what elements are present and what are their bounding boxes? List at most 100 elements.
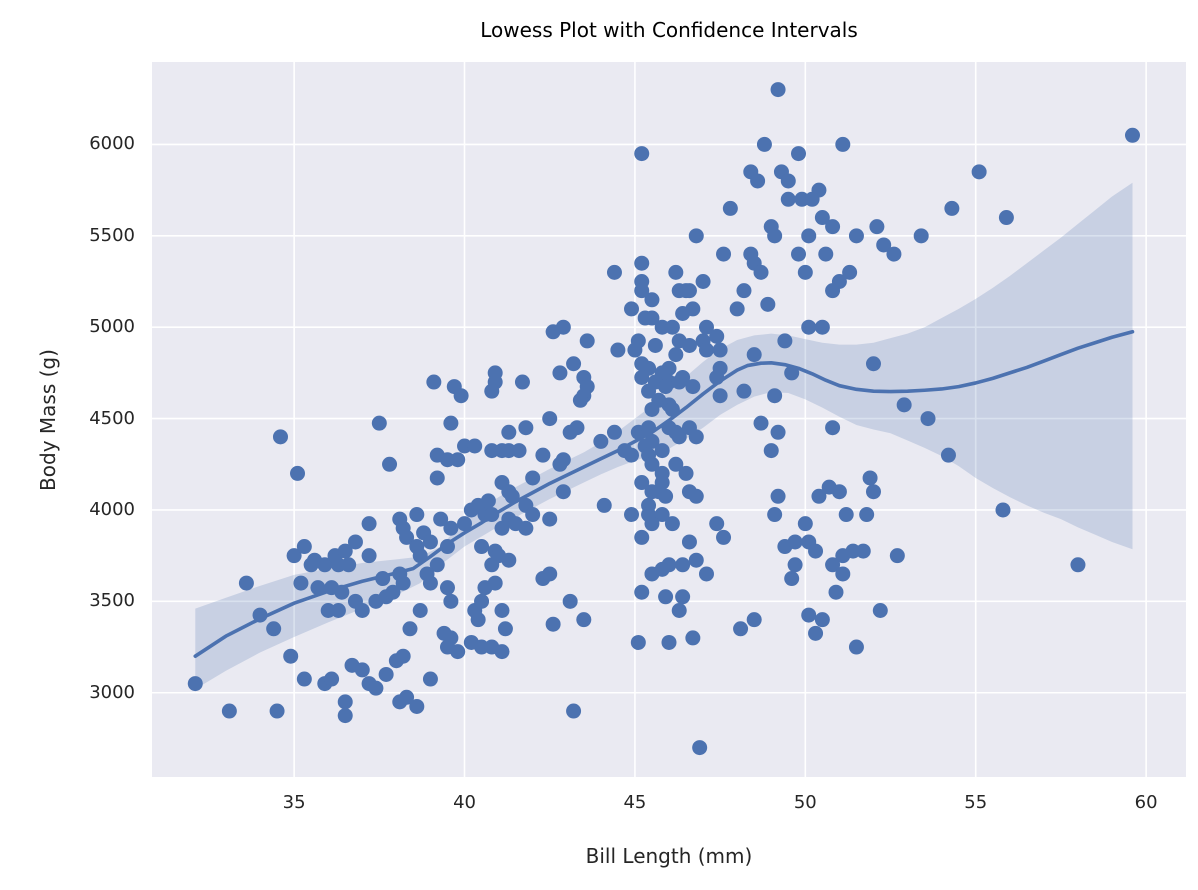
chart-title: Lowess Plot with Confidence Intervals (480, 18, 858, 42)
y-tick-label: 4000 (89, 498, 135, 520)
scatter-point (525, 507, 541, 523)
scatter-point (518, 520, 534, 536)
scatter-point (658, 379, 674, 395)
scatter-point (269, 703, 285, 719)
scatter-point (780, 191, 796, 207)
scatter-point (402, 621, 418, 637)
scatter-point (756, 136, 772, 152)
scatter-point (671, 374, 687, 390)
lowess-line (193, 329, 1135, 658)
scatter-point (698, 342, 714, 358)
scatter-point (842, 264, 858, 280)
scatter-point (443, 520, 459, 536)
x-tick-label: 60 (1134, 792, 1158, 813)
scatter-point (497, 621, 513, 637)
scatter-point (555, 484, 571, 500)
scatter-point (634, 255, 650, 271)
scatter-point (382, 456, 398, 472)
scatter-point (831, 484, 847, 500)
scatter-point (828, 584, 844, 600)
scatter-point (664, 401, 680, 417)
scatter-point (767, 228, 783, 244)
scatter-point (1124, 127, 1140, 143)
scatter-point (443, 415, 459, 431)
scatter-point (566, 703, 582, 719)
scatter-point (474, 593, 490, 609)
scatter-point (504, 488, 520, 504)
scatter-point (634, 369, 650, 385)
scatter-point (736, 383, 752, 399)
scatter-point (252, 607, 268, 623)
scatter-point (654, 443, 670, 459)
scatter-point (634, 283, 650, 299)
scatter-point (886, 246, 902, 262)
scatter-point (791, 246, 807, 262)
scatter-point (266, 621, 282, 637)
scatter-point (1070, 557, 1086, 573)
scatter-point (695, 274, 711, 290)
scatter-point (429, 557, 445, 573)
scatter-point (791, 146, 807, 162)
y-tick-label: 6000 (89, 133, 135, 155)
scatter-point (780, 173, 796, 189)
scatter-point (784, 571, 800, 587)
scatter-point (480, 493, 496, 509)
scatter-point (337, 694, 353, 710)
scatter-point (876, 237, 892, 253)
scatter-point (453, 388, 469, 404)
scatter-point (399, 689, 415, 705)
scatter-point (920, 411, 936, 427)
scatter-point (283, 648, 299, 664)
scatter-point (777, 333, 793, 349)
scatter-point (361, 548, 377, 564)
scatter-point (872, 602, 888, 618)
scatter-point (354, 602, 370, 618)
plot-area (152, 62, 1186, 777)
scatter-point (808, 625, 824, 641)
scatter-point (641, 507, 657, 523)
scatter-point (593, 433, 609, 449)
scatter-point (317, 557, 333, 573)
scatter-point (422, 575, 438, 591)
scatter-point (664, 319, 680, 335)
scatter-point (869, 219, 885, 235)
scatter-point (296, 671, 312, 687)
scatter-point (439, 580, 455, 596)
scatter-point (187, 676, 203, 692)
scatter-point (692, 740, 708, 756)
scatter-point (889, 548, 905, 564)
scatter-point (644, 401, 660, 417)
scatter-point (668, 456, 684, 472)
y-tick-label: 5500 (89, 224, 135, 246)
scatter-point (746, 347, 762, 363)
scatter-point (770, 82, 786, 98)
scatter-point (525, 470, 541, 486)
scatter-point (784, 365, 800, 381)
scatter-point (303, 557, 319, 573)
scatter-point (337, 543, 353, 559)
scatter-point (770, 488, 786, 504)
scatter-point (848, 639, 864, 655)
scatter-point (750, 173, 766, 189)
y-tick-label: 3500 (89, 590, 135, 612)
scatter-point (238, 575, 254, 591)
scatter-point (422, 671, 438, 687)
scatter-plot-svg (152, 62, 1186, 777)
scatter-point (286, 548, 302, 564)
scatter-point (825, 420, 841, 436)
scatter-point (688, 552, 704, 568)
scatter-point (293, 575, 309, 591)
scatter-point (712, 388, 728, 404)
scatter-point (494, 602, 510, 618)
scatter-point (825, 219, 841, 235)
scatter-point (545, 616, 561, 632)
scatter-point (576, 612, 592, 628)
scatter-point (797, 516, 813, 532)
scatter-point (675, 305, 691, 321)
scatter-point (658, 488, 674, 504)
x-tick-label: 35 (282, 792, 306, 813)
scatter-point (746, 612, 762, 628)
scatter-point (630, 634, 646, 650)
scatter-point (422, 534, 438, 550)
scatter-point (409, 507, 425, 523)
